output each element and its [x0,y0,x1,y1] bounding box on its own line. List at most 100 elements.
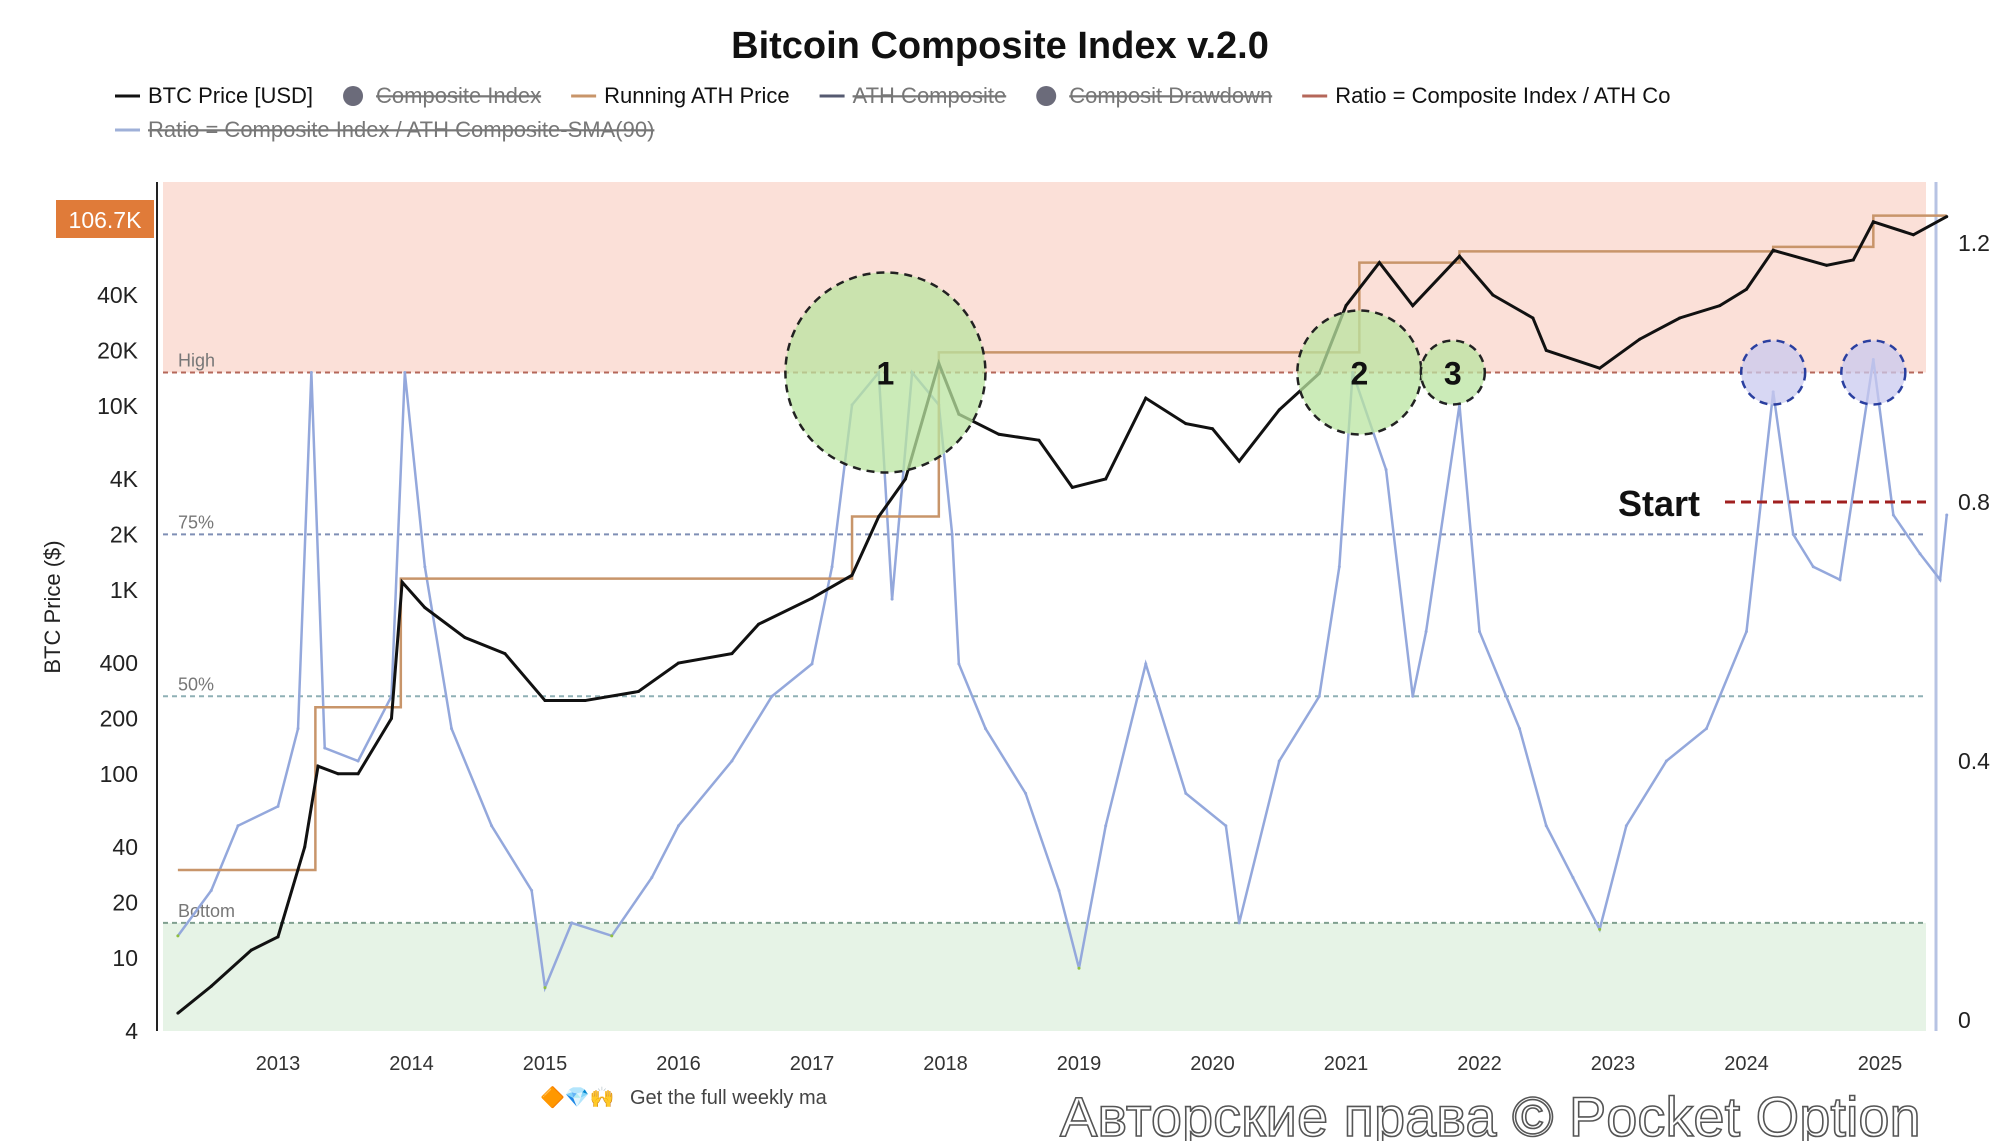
y-tick-label: 40 [112,834,138,860]
ratio-point [1745,630,1748,633]
ratio-point [1478,630,1481,633]
ratio-point [810,662,814,666]
ratio-point [570,921,574,925]
ratio-point [1317,694,1321,698]
btc-price-point [303,845,307,849]
bottom-zone [163,922,1926,1031]
btc-price-point [997,432,1001,436]
y-tick-label: 100 [100,761,138,787]
chart-title: Bitcoin Composite Index v.2.0 [731,25,1269,67]
legend-item: Ratio = Composite Index / ATH Co [1335,83,1670,108]
btc-price-point [1598,366,1602,370]
x-tick-label: 2013 [256,1053,301,1075]
btc-price-point [730,652,734,656]
ratio-point [423,565,427,569]
btc-price-point [356,772,360,776]
btc-price-point [1851,258,1855,262]
ratio-point [830,565,834,569]
footer-text: Get the full weekly ma [630,1087,828,1109]
ratio-point [1518,727,1522,731]
btc-price-point [1277,408,1281,412]
btc-price-point [1678,316,1682,320]
btc-price-point [1144,396,1148,400]
ratio-point [276,804,280,808]
level-label: High [178,351,215,371]
y2-tick-label: 0 [1958,1007,1971,1033]
ratio-point [1277,759,1281,763]
legend-item: BTC Price [USD] [148,83,313,108]
btc-price-point [1457,254,1461,258]
y-tick-label: 1K [110,577,139,603]
btc-price-point [1531,316,1535,320]
legend-item: Composite Index [376,83,541,108]
ratio-point [1811,565,1815,569]
btc-price-point [1070,485,1074,489]
ratio-point [1184,791,1188,795]
btc-price-point [1237,459,1241,463]
ratio-point [450,727,454,731]
y-axis-label: BTC Price ($) [40,540,65,673]
y2-tick-label: 1.2 [1958,230,1990,256]
ratio-point [650,876,654,880]
y-tick-label: 20K [97,337,139,363]
btc-price-point [1037,438,1041,442]
btc-price-point [636,690,640,694]
btc-price-point [503,652,507,656]
btc-price-point [850,573,854,577]
level-label: 75% [178,512,214,532]
annotation-circle [1739,339,1807,406]
btc-price-point [810,596,814,600]
btc-price-point [677,661,680,665]
ratio-point [957,662,961,666]
btc-price-point [1377,261,1381,265]
btc-price-point [176,1011,180,1015]
legend-marker [343,86,364,106]
btc-price-point [1638,337,1642,341]
x-tick-label: 2015 [523,1053,568,1075]
btc-price-point [209,984,213,988]
x-tick-label: 2019 [1057,1053,1102,1075]
annotation-label: 1 [877,356,895,392]
high-zone [163,182,1926,373]
ratio-point [1891,513,1895,517]
btc-price-point [249,948,253,952]
ratio-point [309,371,313,374]
ratio-point [296,727,300,731]
ratio-point [677,824,680,828]
x-tick-label: 2020 [1190,1053,1235,1075]
btc-price-point [1745,287,1748,291]
btc-price-point [1825,263,1829,267]
start-label: Start [1618,483,1700,524]
x-tick-label: 2022 [1457,1053,1502,1075]
ratio-point [209,889,213,892]
ratio-point [1918,552,1922,556]
btc-price-point [543,699,547,703]
btc-price-point [1871,220,1875,224]
y-tick-label: 40K [97,282,139,308]
ratio-point [1704,727,1708,731]
annotation-circle [784,271,987,474]
ratio-point [1571,876,1575,880]
ratio-point [1945,513,1949,517]
ratio-point [1024,791,1028,795]
ratio-point [236,824,240,828]
ratio-point [1104,824,1108,828]
ratio-point [1544,824,1548,828]
btc-price-point [276,935,280,939]
annotation-circle [1419,339,1487,406]
ratio-point [530,889,534,892]
ratio-point [1791,532,1795,536]
btc-price-point [423,606,427,610]
ratio-point [610,934,614,938]
y-tick-label: 4K [110,466,139,492]
btc-price-point [877,515,881,519]
annotation-label: 3 [1444,356,1462,392]
btc-price-point [583,699,587,703]
btc-price-point [1411,304,1415,308]
ratio-point [1411,694,1415,698]
last-price-badge [56,200,154,238]
ratio-point [323,746,327,750]
last-price-label: 106.7K [69,207,143,233]
btc-price-point [336,772,340,776]
